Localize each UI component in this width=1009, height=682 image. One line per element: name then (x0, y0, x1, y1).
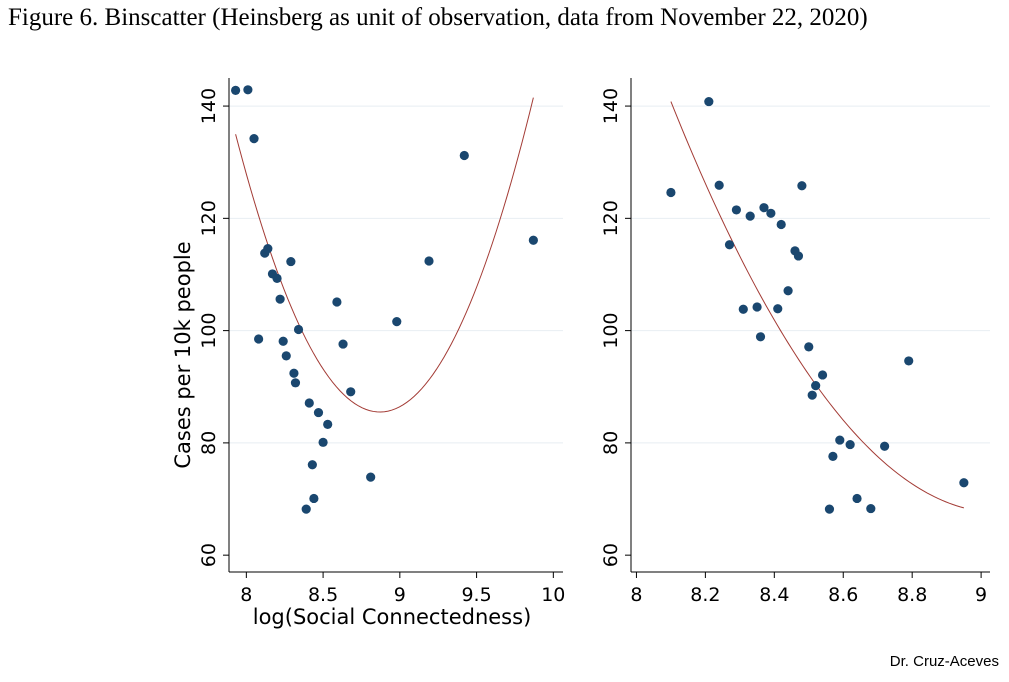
fit-line (235, 97, 534, 413)
data-point (392, 317, 402, 327)
x-axis-title: log(Social Connectedness) (253, 605, 532, 629)
y-tick-label: 80 (198, 431, 220, 455)
data-point (346, 387, 356, 397)
data-point (318, 437, 328, 447)
x-tick-label: 9 (975, 584, 987, 606)
data-point (338, 339, 348, 349)
data-point (289, 368, 299, 378)
data-point (904, 356, 914, 366)
data-point (263, 244, 273, 254)
data-point (755, 332, 766, 342)
x-tick-label: 8.2 (690, 584, 720, 606)
data-point (278, 336, 288, 346)
data-point (766, 208, 776, 218)
data-point (281, 351, 291, 361)
data-point (254, 334, 264, 344)
data-point (309, 493, 319, 504)
data-point (293, 324, 304, 335)
data-point (714, 180, 724, 190)
data-point (776, 219, 786, 230)
data-point (286, 256, 296, 267)
y-tick-label: 120 (198, 200, 220, 236)
data-point (793, 251, 804, 261)
data-point (231, 85, 241, 95)
data-point (738, 304, 748, 314)
figure-title: Figure 6. Binscatter (Heinsberg as unit … (8, 4, 868, 31)
y-tick-label: 120 (600, 200, 622, 236)
data-point (752, 302, 762, 312)
x-tick-label: 8.4 (759, 584, 789, 606)
data-point (301, 504, 311, 514)
data-point (852, 493, 862, 504)
x-tick-label: 8 (630, 584, 642, 606)
y-tick-label: 60 (198, 543, 220, 567)
y-axis-title: Cases per 10k people (171, 241, 195, 468)
data-point (459, 150, 469, 161)
x-tick-label: 8.8 (897, 584, 927, 606)
left-panel: 60 80 100 120 140 8 8.5 9 9.5 10 Cases per 10k peo… (171, 78, 565, 629)
data-point (323, 419, 333, 429)
y-tick-label: 100 (600, 312, 622, 348)
data-point (731, 205, 741, 215)
y-tick-label: 100 (198, 312, 220, 348)
data-point (824, 504, 835, 514)
data-point (666, 187, 676, 198)
data-point (424, 256, 434, 266)
data-point (797, 181, 807, 191)
data-point (804, 342, 814, 352)
data-point (880, 441, 890, 451)
x-tick-label: 8.6 (828, 584, 858, 606)
y-tick-label: 140 (600, 88, 622, 124)
x-tick-label: 9.5 (461, 584, 491, 606)
data-point (528, 235, 538, 245)
x-tick-label: 9 (394, 584, 406, 606)
data-point (366, 472, 376, 482)
x-tick-label: 10 (541, 584, 565, 606)
right-panel: 60 80 100 120 140 8 8.2 8.4 8.6 8.8 9 (600, 78, 990, 606)
data-point (272, 273, 282, 284)
data-point (290, 378, 301, 388)
data-point (243, 85, 253, 95)
data-point (745, 211, 755, 221)
data-point (249, 134, 259, 144)
fit-line (670, 101, 965, 509)
data-point (817, 370, 828, 380)
data-point (304, 398, 314, 408)
x-tick-label: 8.5 (308, 584, 338, 606)
y-tick-label: 80 (600, 431, 622, 455)
credit-text: Dr. Cruz-Aceves (889, 653, 999, 670)
data-point (759, 203, 769, 213)
data-point (811, 381, 821, 391)
x-tick-label: 8 (240, 584, 252, 606)
data-point (332, 297, 342, 307)
data-point (704, 96, 714, 107)
data-point (313, 407, 324, 418)
data-point (828, 451, 838, 461)
data-point (307, 460, 317, 470)
data-point (866, 503, 876, 514)
data-point (783, 286, 793, 296)
data-point (724, 240, 735, 250)
y-tick-label: 140 (198, 88, 220, 124)
data-point (773, 304, 783, 314)
data-point (807, 390, 817, 400)
y-tick-label: 60 (600, 543, 622, 567)
data-point (275, 294, 285, 304)
data-point (959, 478, 969, 488)
data-point (835, 435, 845, 445)
data-point (845, 439, 855, 450)
